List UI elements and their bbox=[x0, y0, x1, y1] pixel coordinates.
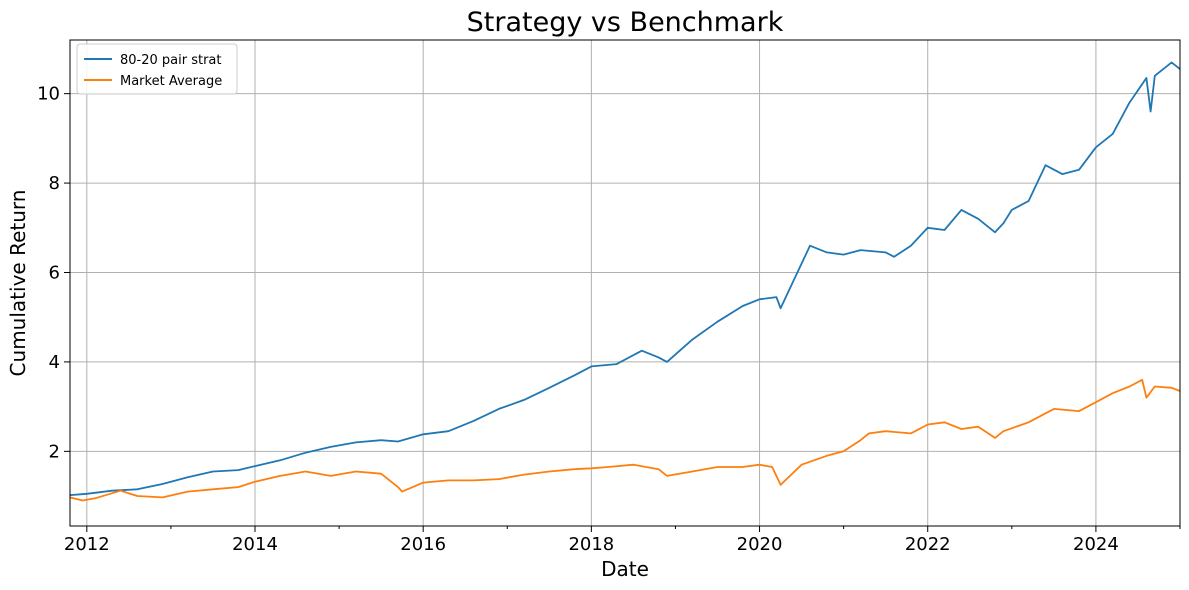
x-tick-label: 2020 bbox=[737, 534, 783, 555]
x-tick-label: 2012 bbox=[64, 534, 110, 555]
chart-title: Strategy vs Benchmark bbox=[467, 7, 784, 38]
x-tick-label: 2016 bbox=[400, 534, 446, 555]
x-tick-label: 2022 bbox=[905, 534, 951, 555]
series-layer bbox=[69, 61, 1181, 502]
y-axis-title: Cumulative Return bbox=[6, 190, 30, 377]
x-tick-label: 2018 bbox=[568, 534, 614, 555]
series-line-market bbox=[69, 378, 1181, 502]
y-tick-label: 8 bbox=[49, 173, 60, 194]
legend-box bbox=[76, 43, 238, 95]
x-axis-title: Date bbox=[601, 557, 649, 581]
x-tick-label: 2014 bbox=[232, 534, 278, 555]
y-tick-label: 6 bbox=[49, 262, 60, 283]
series-line-strategy bbox=[69, 61, 1181, 496]
y-tick-label: 4 bbox=[49, 352, 60, 373]
legend-label-strategy: 80-20 pair strat bbox=[120, 53, 222, 68]
legend-label-market: Market Average bbox=[120, 74, 222, 89]
grid-layer bbox=[70, 40, 1180, 526]
plot-frame bbox=[69, 39, 1181, 527]
tick-layer: 2012 2014 2016 2018 2020 2022 2024 2 4 6 8 10 bbox=[37, 84, 1181, 555]
legend: 80-20 pair strat Market Average bbox=[76, 43, 238, 95]
y-tick-label: 2 bbox=[49, 441, 60, 462]
x-tick-label: 2024 bbox=[1073, 534, 1119, 555]
y-tick-label: 10 bbox=[37, 84, 60, 105]
